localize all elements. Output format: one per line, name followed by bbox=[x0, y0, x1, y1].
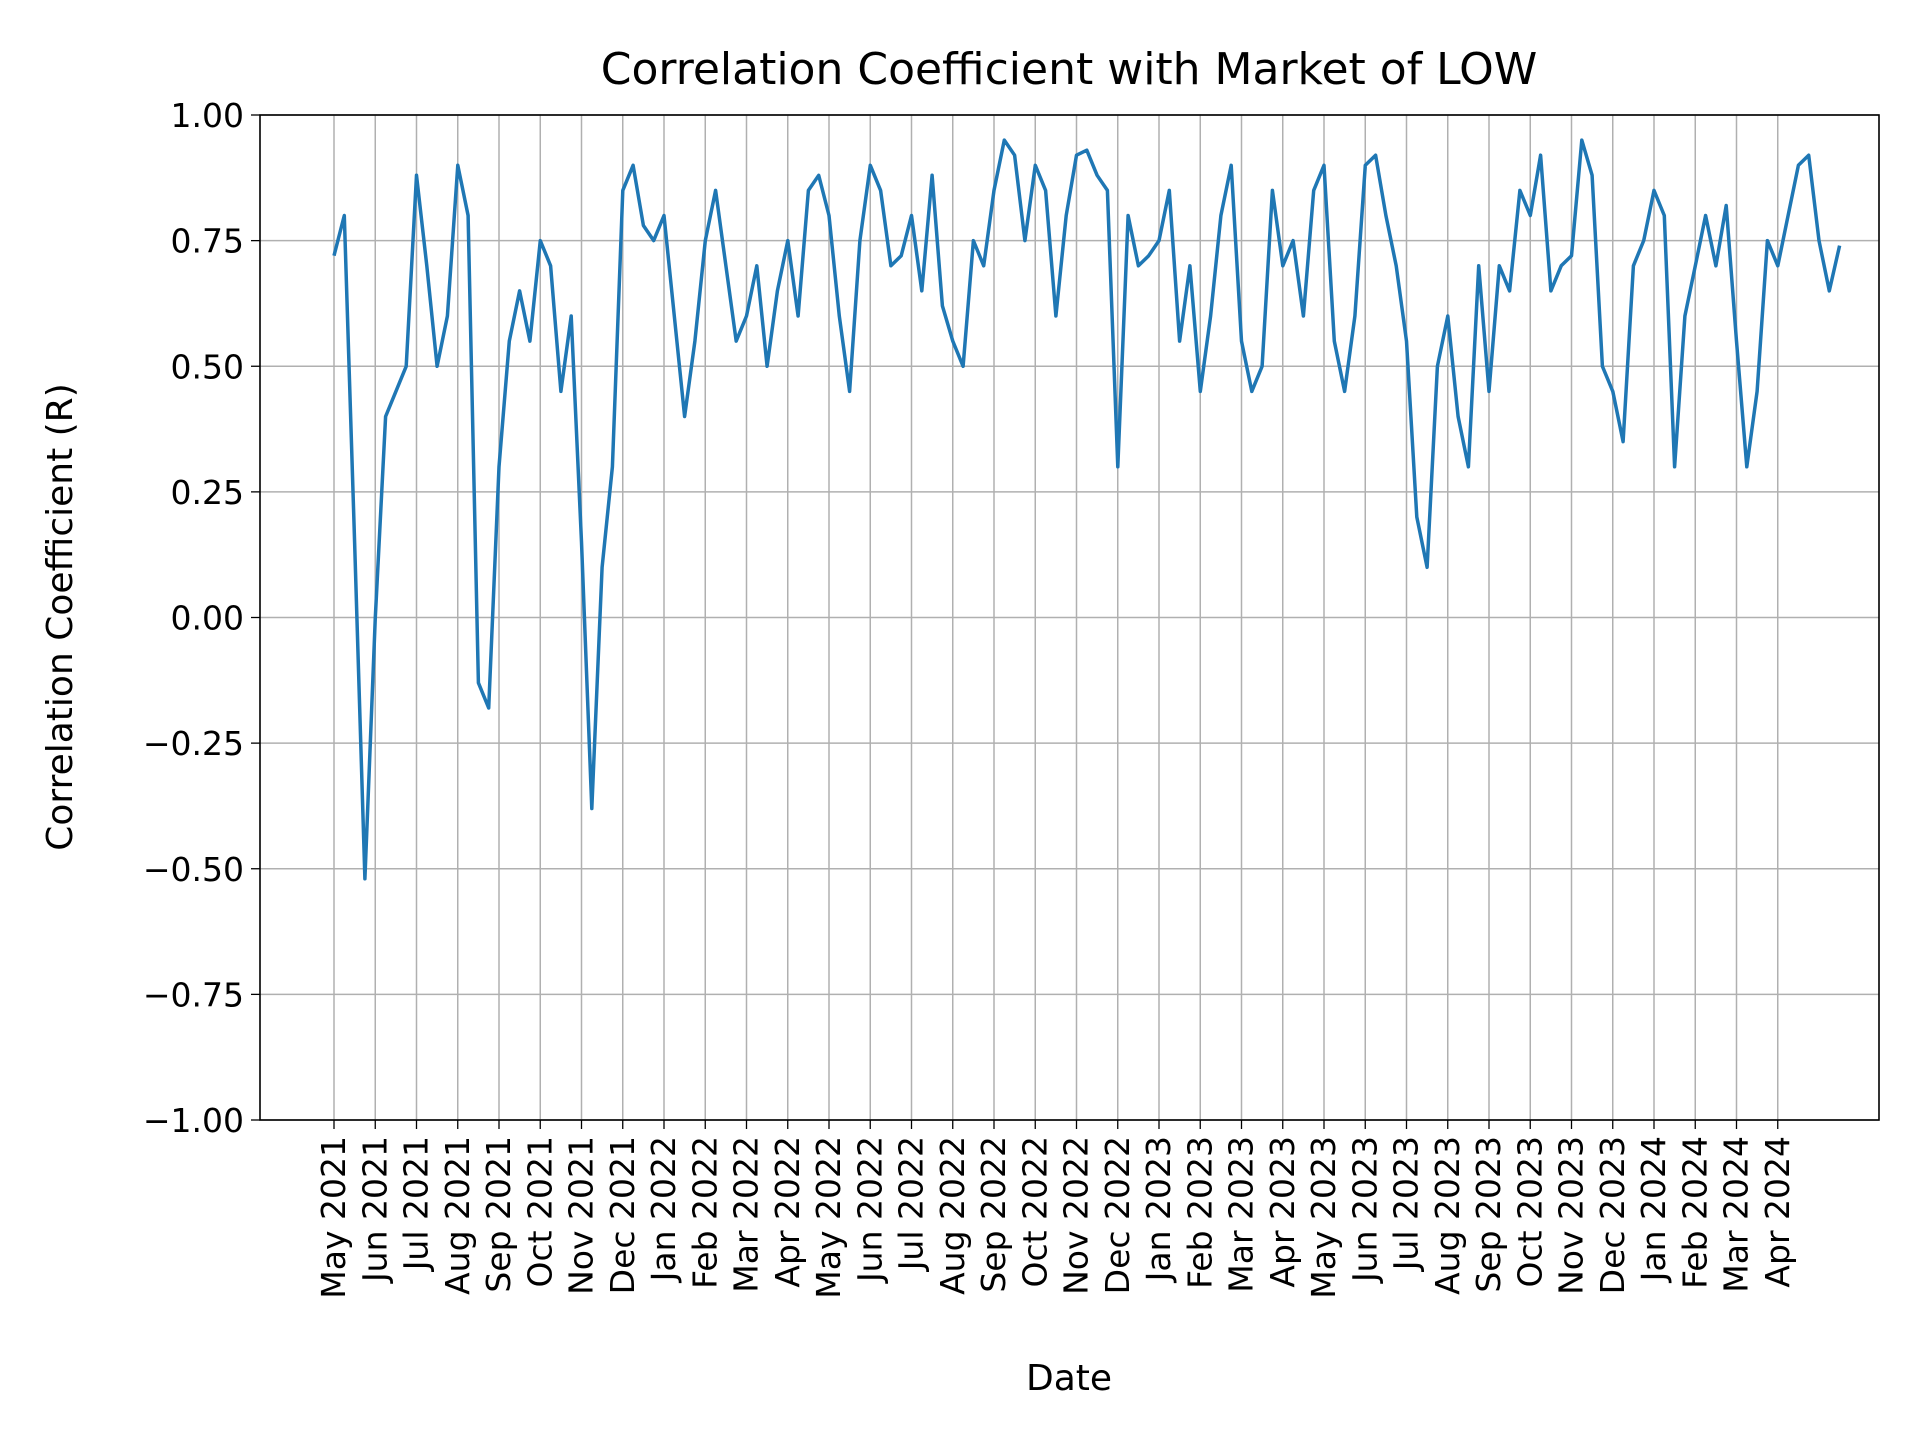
x-tick-label: Oct 2021 bbox=[520, 1136, 559, 1288]
x-tick-label: Mar 2023 bbox=[1222, 1136, 1261, 1293]
y-tick-label: 0.75 bbox=[171, 222, 244, 261]
x-tick-label: Mar 2022 bbox=[727, 1136, 766, 1293]
y-tick-label: −0.75 bbox=[143, 975, 244, 1014]
y-tick-label: 0.50 bbox=[171, 347, 244, 386]
x-tick-label: Sep 2022 bbox=[974, 1136, 1013, 1293]
x-tick-label: Sep 2023 bbox=[1469, 1136, 1508, 1293]
x-tick-label: Dec 2021 bbox=[603, 1136, 642, 1294]
x-tick-label: Jan 2023 bbox=[1139, 1136, 1178, 1283]
x-tick-label: Nov 2023 bbox=[1552, 1136, 1591, 1295]
y-tick-label: 0.25 bbox=[171, 473, 244, 512]
x-tick-label: Jun 2023 bbox=[1345, 1136, 1384, 1284]
plot-frame bbox=[259, 114, 1880, 1121]
x-tick-label: Aug 2022 bbox=[933, 1136, 972, 1295]
x-tick-label: Oct 2023 bbox=[1510, 1136, 1549, 1288]
x-tick-label: Jul 2022 bbox=[892, 1136, 931, 1272]
y-tick-label: 1.00 bbox=[171, 96, 244, 135]
x-tick-label: Aug 2023 bbox=[1428, 1136, 1467, 1295]
x-tick-label: May 2021 bbox=[314, 1136, 353, 1299]
x-tick-label: Dec 2022 bbox=[1098, 1136, 1137, 1294]
x-tick-label: Nov 2021 bbox=[562, 1136, 601, 1295]
x-tick-label: Mar 2024 bbox=[1717, 1136, 1756, 1293]
x-tick-label: Jan 2022 bbox=[644, 1136, 683, 1283]
y-tick-label: −0.25 bbox=[143, 724, 244, 763]
x-tick-label: Jan 2024 bbox=[1634, 1136, 1673, 1283]
x-tick-label: Feb 2022 bbox=[685, 1136, 724, 1289]
x-axis-label: Date bbox=[1026, 1358, 1112, 1399]
chart-title: Correlation Coefficient with Market of L… bbox=[601, 44, 1538, 95]
x-tick-label: Apr 2024 bbox=[1758, 1136, 1797, 1288]
x-tick-label: Feb 2024 bbox=[1675, 1136, 1714, 1289]
x-tick-label: Apr 2023 bbox=[1263, 1136, 1302, 1288]
x-tick-label: Jul 2023 bbox=[1387, 1136, 1426, 1272]
x-tick-label: Jun 2022 bbox=[850, 1136, 889, 1284]
x-tick-label: Oct 2022 bbox=[1015, 1136, 1054, 1288]
data-line bbox=[332, 138, 1842, 881]
x-tick-label: Aug 2021 bbox=[438, 1136, 477, 1295]
x-tick-label: Jul 2021 bbox=[397, 1136, 436, 1272]
x-tick-label: Sep 2021 bbox=[479, 1136, 518, 1293]
x-tick-label: May 2023 bbox=[1304, 1136, 1343, 1299]
x-tick-label: Jun 2021 bbox=[355, 1136, 394, 1284]
x-tick-label: Apr 2022 bbox=[768, 1136, 807, 1288]
y-tick-label: −0.50 bbox=[143, 850, 244, 889]
x-tick-label: May 2022 bbox=[809, 1136, 848, 1299]
y-tick-label: 0.00 bbox=[171, 599, 244, 638]
x-tick-label: Feb 2023 bbox=[1180, 1136, 1219, 1289]
x-tick-label: Nov 2022 bbox=[1057, 1136, 1096, 1295]
y-tick-label: −1.00 bbox=[143, 1101, 244, 1140]
x-tick-label: Dec 2023 bbox=[1593, 1136, 1632, 1294]
y-axis-label: Correlation Coefficient (R) bbox=[40, 383, 81, 851]
